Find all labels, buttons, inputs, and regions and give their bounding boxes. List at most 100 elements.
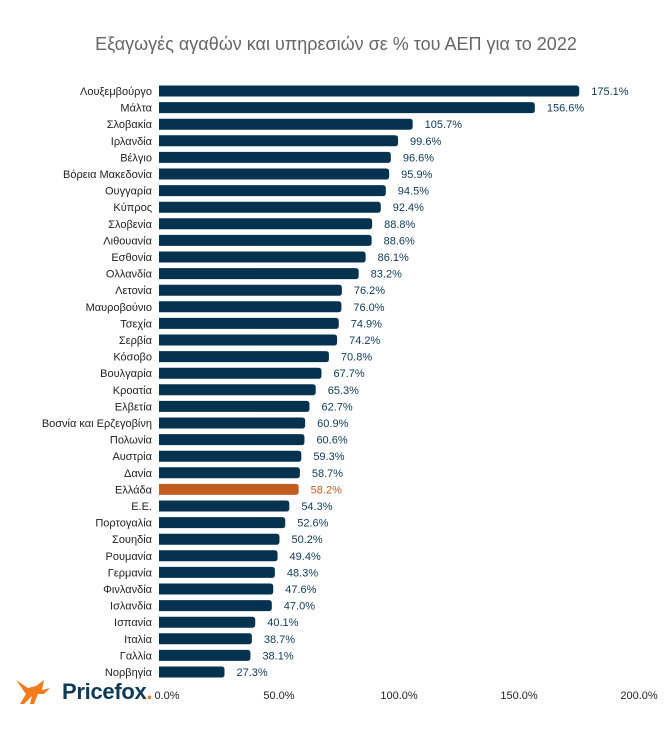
bar	[159, 417, 306, 429]
logo-text: Pricefox.	[62, 679, 153, 704]
value-label: 105.7%	[425, 119, 463, 131]
bar	[159, 168, 390, 180]
category-label: Βέλγιο	[120, 152, 152, 164]
category-label: Ελλάδα	[115, 484, 153, 496]
fox-icon	[16, 680, 50, 704]
value-label: 88.8%	[384, 219, 415, 231]
category-label: Κύπρος	[113, 202, 152, 214]
category-label: Λουξεμβούργο	[80, 86, 152, 98]
bar	[159, 450, 302, 462]
value-label: 156.6%	[547, 103, 585, 115]
bar	[159, 317, 339, 329]
value-label: 94.5%	[398, 186, 429, 198]
category-label: Πολωνία	[110, 435, 153, 447]
category-label: Ε.Ε.	[131, 501, 152, 513]
bar	[159, 135, 399, 147]
category-label: Εσθονία	[111, 252, 152, 264]
bar	[159, 301, 342, 313]
value-label: 47.0%	[284, 601, 315, 613]
category-label: Κόσοβο	[113, 352, 152, 364]
value-label: 58.2%	[311, 484, 342, 496]
value-label: 76.2%	[354, 285, 385, 297]
value-label: 99.6%	[410, 136, 441, 148]
bar	[159, 616, 256, 628]
bar	[159, 517, 286, 529]
value-label: 83.2%	[371, 269, 402, 281]
category-label: Σουηδία	[112, 534, 153, 546]
x-tick-label: 0.0%	[154, 690, 179, 702]
category-label: Πορτογαλία	[95, 518, 152, 530]
bar	[159, 284, 342, 296]
bar	[159, 118, 413, 130]
category-label: Ολλανδία	[106, 269, 153, 281]
x-tick-label: 50.0%	[263, 690, 294, 702]
category-label: Τσεχία	[120, 318, 152, 330]
category-label: Μάλτα	[120, 103, 152, 115]
value-label: 60.9%	[317, 418, 348, 430]
value-label: 65.3%	[328, 385, 359, 397]
category-label: Ιρλανδία	[111, 136, 153, 148]
category-label: Λιθουανία	[103, 235, 152, 247]
category-label: Ελβετία	[115, 401, 153, 413]
category-label: Ισπανία	[114, 617, 153, 629]
x-tick-label: 200.0%	[620, 690, 658, 702]
bar	[159, 600, 272, 612]
bar	[159, 268, 359, 280]
bar	[159, 251, 366, 263]
category-label: Σερβία	[119, 335, 153, 347]
value-label: 52.6%	[297, 518, 328, 530]
category-label: Ιταλία	[124, 634, 153, 646]
category-label: Γαλλία	[120, 650, 153, 662]
value-label: 76.0%	[353, 302, 384, 314]
bar	[159, 351, 329, 363]
chart-title: Εξαγωγές αγαθών και υπηρεσιών σε % του Α…	[95, 34, 577, 54]
bar	[159, 367, 322, 379]
category-label: Αυστρία	[112, 451, 152, 463]
category-label: Μαυροβούνιο	[86, 302, 152, 314]
bar	[159, 218, 373, 230]
category-label: Σλοβενία	[108, 219, 152, 231]
bar	[159, 384, 316, 396]
value-label: 67.7%	[333, 368, 364, 380]
bar	[159, 566, 275, 578]
category-label: Βουλγαρία	[100, 368, 153, 380]
bar	[159, 151, 391, 163]
x-tick-label: 150.0%	[500, 690, 538, 702]
value-label: 175.1%	[591, 86, 629, 98]
category-label: Βόρεια Μακεδονία	[63, 169, 153, 181]
bar	[159, 400, 310, 412]
category-label: Βοσνία και Ερζεγοβίνη	[42, 418, 152, 430]
category-label: Λετονία	[115, 285, 153, 297]
bar	[159, 500, 290, 512]
bar	[159, 550, 278, 562]
value-label: 38.7%	[264, 634, 295, 646]
x-tick-label: 100.0%	[380, 690, 418, 702]
value-label: 74.2%	[349, 335, 380, 347]
bar	[159, 467, 300, 479]
bar	[159, 334, 338, 346]
bar	[159, 434, 305, 446]
value-label: 50.2%	[291, 534, 322, 546]
category-label: Ρουμανία	[106, 551, 153, 563]
value-label: 47.6%	[285, 584, 316, 596]
value-label: 49.4%	[290, 551, 321, 563]
value-label: 62.7%	[321, 401, 352, 413]
value-label: 74.9%	[351, 318, 382, 330]
value-label: 54.3%	[301, 501, 332, 513]
category-label: Ουγγαρία	[105, 186, 153, 198]
category-label: Φινλανδία	[103, 584, 152, 596]
bar	[159, 102, 535, 114]
value-label: 95.9%	[401, 169, 432, 181]
value-label: 27.3%	[237, 667, 268, 679]
bar	[159, 583, 274, 595]
bar	[159, 483, 299, 495]
bar	[159, 633, 252, 645]
value-label: 58.7%	[312, 468, 343, 480]
value-label: 86.1%	[378, 252, 409, 264]
pricefox-logo: Pricefox.	[14, 678, 153, 706]
bar	[159, 201, 381, 213]
value-label: 70.8%	[341, 352, 372, 364]
category-label: Νορβηγία	[105, 667, 153, 679]
bar	[159, 666, 225, 678]
